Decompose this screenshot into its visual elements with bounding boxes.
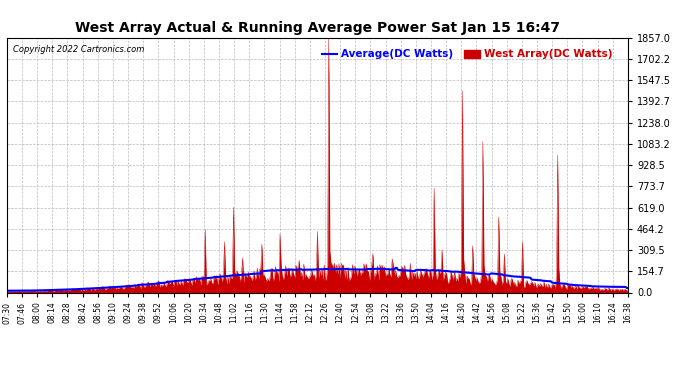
Text: Copyright 2022 Cartronics.com: Copyright 2022 Cartronics.com <box>13 45 144 54</box>
Title: West Array Actual & Running Average Power Sat Jan 15 16:47: West Array Actual & Running Average Powe… <box>75 21 560 35</box>
Legend: Average(DC Watts), West Array(DC Watts): Average(DC Watts), West Array(DC Watts) <box>317 45 616 64</box>
